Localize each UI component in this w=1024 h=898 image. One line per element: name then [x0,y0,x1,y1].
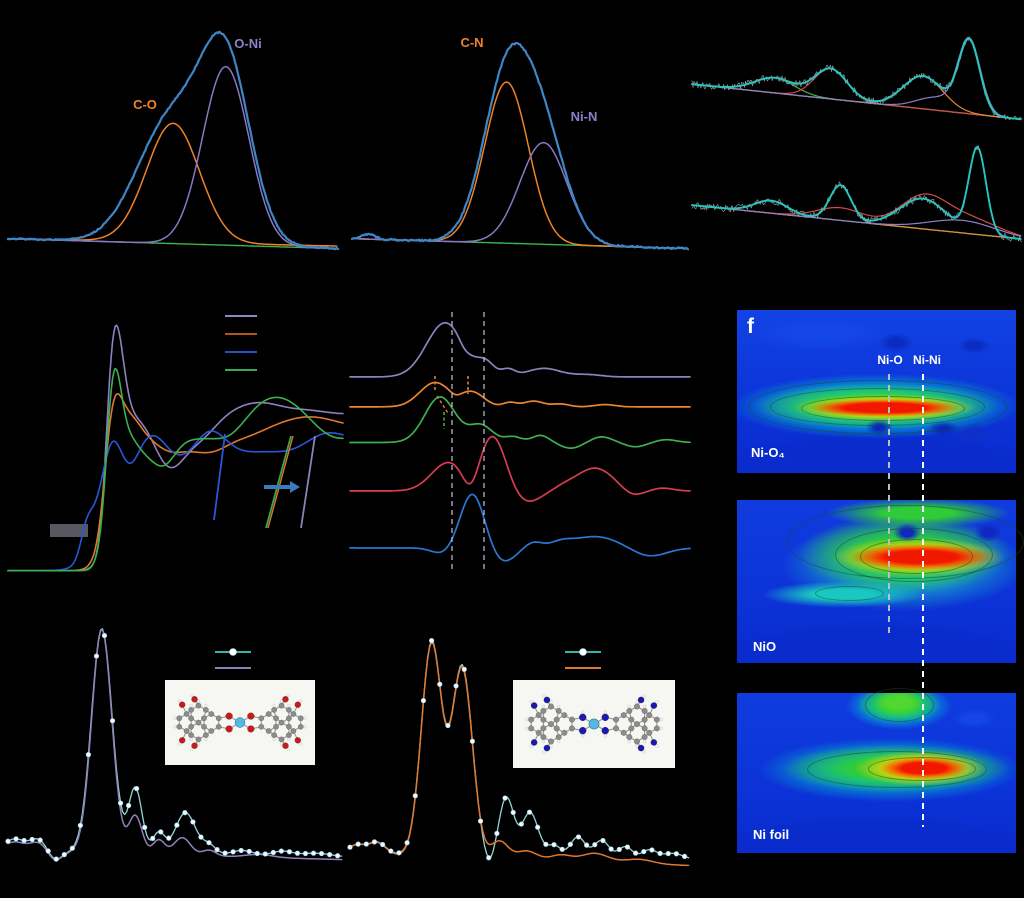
contour-line [815,586,885,602]
dashed-guide-ni-ni [922,374,924,827]
contour-line [748,380,1007,435]
panel-d-xanes-xanes-orange [7,393,344,572]
panel-d-xanes-xanes-green [7,367,344,572]
label-c-n: C-N [460,35,483,50]
panel-c-ni2p-xps-lower-purple [691,204,1022,237]
contour-line [859,539,974,574]
panel-letter-f: f [747,315,754,338]
label-nio: NiO [753,639,777,654]
panel-c-ni2p-xps-lower-green [691,199,1022,240]
label-ni-ni: Ni-Ni [913,353,941,367]
label-ni-foil: Ni foil [753,827,790,842]
panel-b-n1s-xps-c-n-component [351,81,688,250]
panel-e-derivative-stack-stack-orange [349,381,691,408]
panel-a-o1s-xps-o-ni-component [7,65,338,250]
panel-e-derivative-stack-stack-blue [349,493,691,562]
label-ni-o4: Ni-O₄ [751,445,785,460]
panel-e-derivative-stack-stack-green [349,396,691,449]
contour-line [787,504,1024,579]
label-ni-n: Ni-N [571,109,598,124]
panel-e-derivative-stack [349,300,691,585]
panel-b-n1s-xps-envelope [350,41,690,251]
wavelet-ni-o4: f Ni-O Ni-Ni Ni-O₄ [737,310,1016,473]
molecule-ni-n4 [525,694,663,754]
label-c-o: C-O [133,97,157,112]
panel-c-ni2p-xps-upper-purple [691,36,1022,120]
panel-c-ni2p-xps-upper-envelope [691,37,1022,121]
label-o-ni: O-Ni [234,36,261,51]
panel-a-o1s-xps: C-O O-Ni [6,8,340,256]
panel-a-o1s-xps-c-o-component [7,122,338,247]
panel-b-n1s-xps-ni-n-component [351,141,688,250]
molecule-ni-o4 [173,694,307,751]
panel-e-derivative-stack-stack-purple [349,321,691,378]
contour-line [770,388,985,427]
wavelet-nio: NiO [737,500,1024,663]
contour-line [801,396,965,422]
contour-line [834,527,993,582]
panel-h-exafs-fit-n [347,600,690,895]
panel-d-xanes [7,300,344,585]
dashed-guide-ni-o [888,374,890,633]
panel-g-exafs-fit-o [5,600,343,895]
panel-b-n1s-xps: C-N Ni-N [350,8,690,256]
panel-c-ni2p-xps-lower-red [691,193,1022,237]
panel-a-o1s-xps-envelope [6,30,340,251]
panel-c-ni2p-xps [691,6,1023,258]
wavelet-ni-foil: Ni foil [737,688,1016,853]
contour-line [806,750,988,788]
panel-c-ni2p-xps-lower-envelope [691,145,1022,240]
panel-e-derivative-stack-stack-red [349,435,691,502]
label-ni-o: Ni-O [877,353,903,367]
panel-c-ni2p-xps-upper-data [691,36,1023,121]
